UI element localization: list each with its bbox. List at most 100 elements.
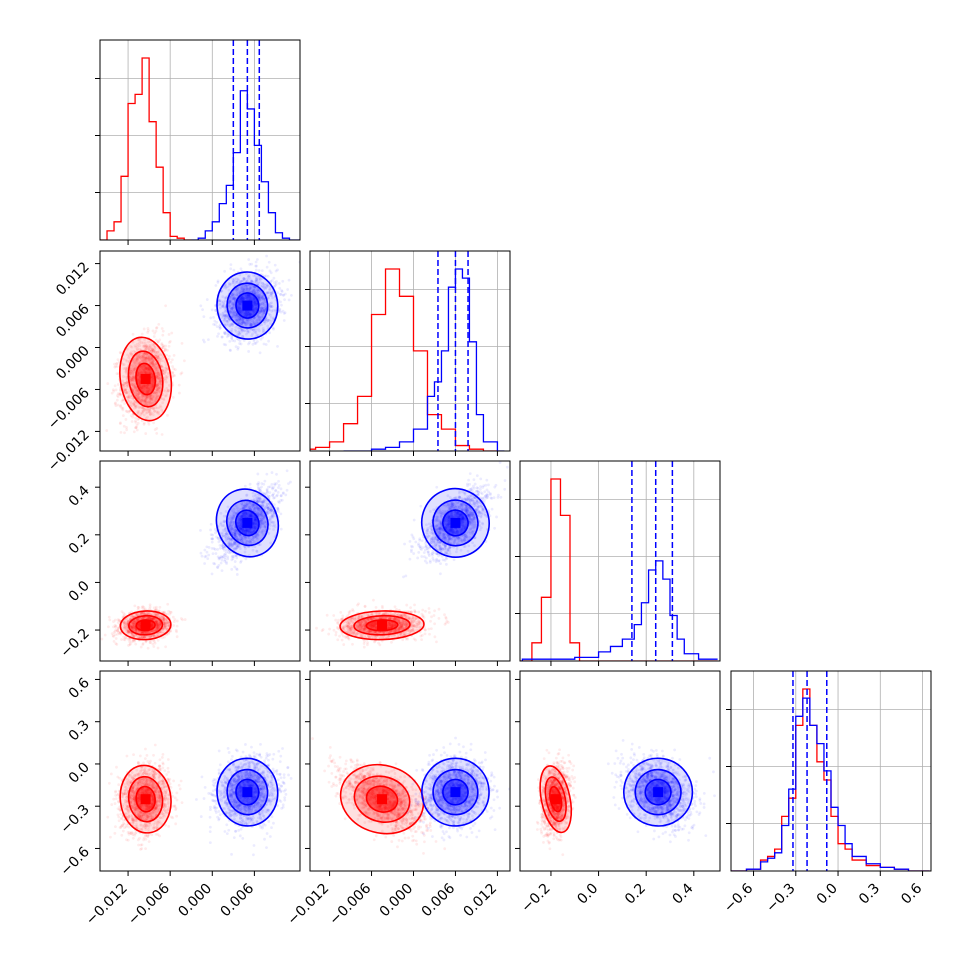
scatter-point [281,279,285,283]
scatter-point [245,295,249,299]
scatter-point [230,310,234,314]
scatter-point [153,428,157,432]
scatter-point [151,349,155,353]
scatter-point [271,493,275,497]
scatter-point [254,260,258,264]
scatter-point [155,406,159,410]
scatter-point [130,382,134,386]
scatter-point [254,299,258,303]
scatter-point [155,352,159,356]
scatter-point [151,364,155,368]
scatter-point [175,635,179,639]
scatter-point [145,366,149,370]
scatter-point [153,331,157,335]
histogram-red-1 [310,268,498,451]
scatter-point [150,356,154,360]
scatter-point [154,398,158,402]
scatter-point [148,370,152,374]
scatter-point [144,371,148,375]
scatter-point [140,365,144,369]
scatter-point [150,397,154,401]
scatter-point [139,645,143,649]
scatter-point [142,344,146,348]
scatter-point [152,392,156,395]
scatter-point [150,347,154,351]
scatter-point [137,355,141,359]
panel-2-0: −0.20.00.20.4 [57,460,301,666]
scatter-point [118,351,122,354]
scatter-point [154,353,158,357]
scatter-point [159,405,163,409]
scatter-point [144,400,148,404]
scatter-point [157,387,161,391]
scatter-point [136,410,140,414]
scatter-point [150,349,153,353]
scatter-point [154,605,158,609]
scatter-point [127,392,131,396]
scatter-point [123,388,126,392]
scatter-point [123,402,126,405]
scatter-point [131,366,135,370]
scatter-point [164,368,168,372]
scatter-point [148,344,152,348]
scatter-point [130,378,134,382]
scatter-point [125,366,129,370]
scatter-point [134,385,138,389]
scatter-point [167,344,171,348]
scatter-point [290,293,293,297]
scatter-point [137,392,141,396]
scatter-point [133,383,137,386]
scatter-point [131,371,135,375]
scatter-point [166,389,170,392]
scatter-point [145,347,149,351]
scatter-point [115,365,119,368]
scatter-point [159,357,163,361]
scatter-point [126,380,129,384]
scatter-point [161,346,165,349]
scatter-point [163,377,167,381]
scatter-point [147,368,151,372]
scatter-point [146,357,150,361]
scatter-point [168,612,172,616]
scatter-point [114,401,117,405]
scatter-point [142,345,145,348]
scatter-point [155,396,159,399]
scatter-point [122,363,126,367]
scatter-point [171,371,174,375]
scatter-point [129,369,133,373]
scatter-point [148,357,152,361]
scatter-point [230,558,234,562]
scatter-point [211,552,215,556]
scatter-point [155,388,159,391]
scatter-point [134,420,138,424]
histogram-blue-0 [191,90,300,240]
scatter-point [277,483,281,487]
scatter-point [132,370,136,374]
scatter-point [147,369,150,373]
scatter-point [155,410,159,414]
scatter-point [113,365,117,369]
scatter-point [140,394,144,398]
scatter-point [140,358,144,361]
scatter-point [131,387,135,391]
scatter-point [265,472,269,476]
scatter-point [150,371,154,375]
scatter-point [116,628,120,632]
scatter-point [116,383,120,386]
scatter-point [273,281,276,285]
scatter-point [140,388,144,392]
scatter-point [156,638,160,642]
scatter-point [146,327,150,330]
scatter-point [144,366,148,370]
scatter-point [145,401,149,405]
scatter-point [218,327,222,330]
scatter-point [135,403,139,407]
scatter-point [164,363,168,367]
scatter-point [150,381,153,385]
scatter-point [252,297,256,301]
scatter-point [145,384,149,388]
scatter-point [158,381,162,385]
scatter-point [149,401,153,405]
scatter-point [132,368,136,372]
scatter-point [182,359,186,363]
